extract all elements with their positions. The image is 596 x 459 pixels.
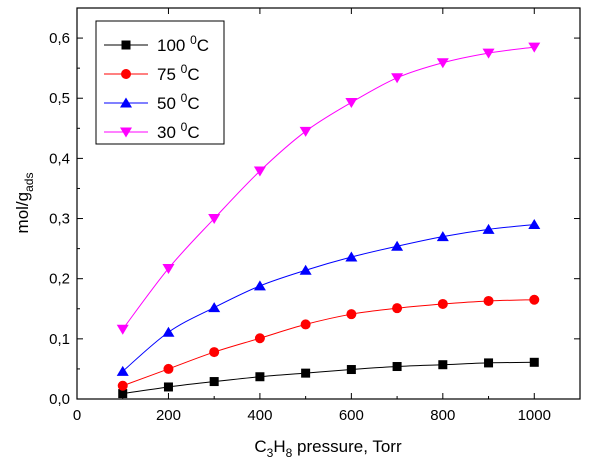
x-tick-label: 0	[73, 407, 81, 424]
data-point	[163, 382, 173, 392]
data-point	[254, 333, 265, 344]
data-point	[482, 48, 495, 59]
data-point	[528, 42, 541, 53]
x-axis-title: C3H8 pressure, Torr	[254, 437, 402, 459]
data-point	[299, 126, 312, 137]
x-tick-label: 200	[156, 407, 181, 424]
data-point	[436, 58, 449, 69]
legend-label: 30 0C	[157, 120, 200, 142]
y-axis-title: mol/gads	[13, 173, 36, 234]
y-tick-label: 0,5	[49, 90, 70, 107]
x-tick-label: 600	[339, 407, 364, 424]
data-point	[162, 326, 175, 337]
legend-marker	[120, 97, 132, 108]
data-point	[346, 365, 356, 375]
legend: 100 0C 75 0C 50 0C 30 0C	[95, 20, 225, 145]
data-point	[118, 389, 128, 399]
legend-marker	[121, 69, 131, 79]
data-point	[255, 372, 265, 382]
data-point	[208, 214, 221, 225]
y-tick-label: 0,1	[49, 331, 70, 348]
data-point	[438, 360, 448, 370]
data-point	[300, 319, 311, 330]
data-point	[116, 365, 129, 376]
legend-label: 75 0C	[157, 62, 200, 84]
series-line	[122, 46, 535, 330]
legend-marker	[121, 40, 131, 50]
data-point	[209, 347, 220, 358]
legend-label: 50 0C	[157, 91, 200, 113]
x-tick-label: 1000	[518, 407, 551, 424]
axis-ticks: 0 200 400 600 800 1000 0,0 0,1 0,2 0,3 0,4 0,5 0,6	[49, 7, 581, 424]
legend-label: 100 0C	[157, 33, 209, 55]
data-point	[392, 303, 403, 314]
data-point	[346, 309, 357, 320]
x-tick-label: 800	[430, 407, 455, 424]
data-point	[528, 219, 541, 230]
data-point	[208, 302, 221, 313]
data-point	[437, 298, 448, 309]
legend-box	[95, 20, 225, 145]
y-tick-label: 0,3	[49, 211, 70, 228]
data-point	[529, 294, 540, 305]
data-point	[301, 368, 311, 378]
data-point	[392, 362, 402, 372]
data-point	[253, 166, 266, 177]
data-point	[345, 251, 358, 262]
data-point	[299, 264, 312, 275]
y-tick-label: 0,2	[49, 271, 70, 288]
data-point	[436, 231, 449, 242]
series-lines	[122, 46, 535, 395]
data-point	[162, 263, 175, 274]
series-line	[122, 299, 535, 387]
plot-frame	[76, 7, 581, 400]
data-point	[483, 295, 494, 306]
x-tick-label: 400	[247, 407, 272, 424]
data-point	[391, 73, 404, 84]
series-markers	[116, 42, 541, 399]
data-point	[253, 280, 266, 291]
data-point	[345, 97, 358, 108]
data-point	[484, 358, 494, 368]
data-point	[163, 363, 174, 374]
y-tick-label: 0,0	[49, 391, 70, 408]
data-point	[116, 324, 129, 335]
data-point	[529, 357, 539, 367]
series-line	[122, 224, 535, 372]
data-point	[209, 377, 219, 387]
y-tick-label: 0,6	[49, 30, 70, 47]
data-point	[482, 223, 495, 234]
series-line	[122, 361, 535, 395]
y-tick-label: 0,4	[49, 150, 70, 167]
data-point	[117, 380, 128, 391]
legend-marker	[120, 127, 132, 138]
data-point	[391, 240, 404, 251]
